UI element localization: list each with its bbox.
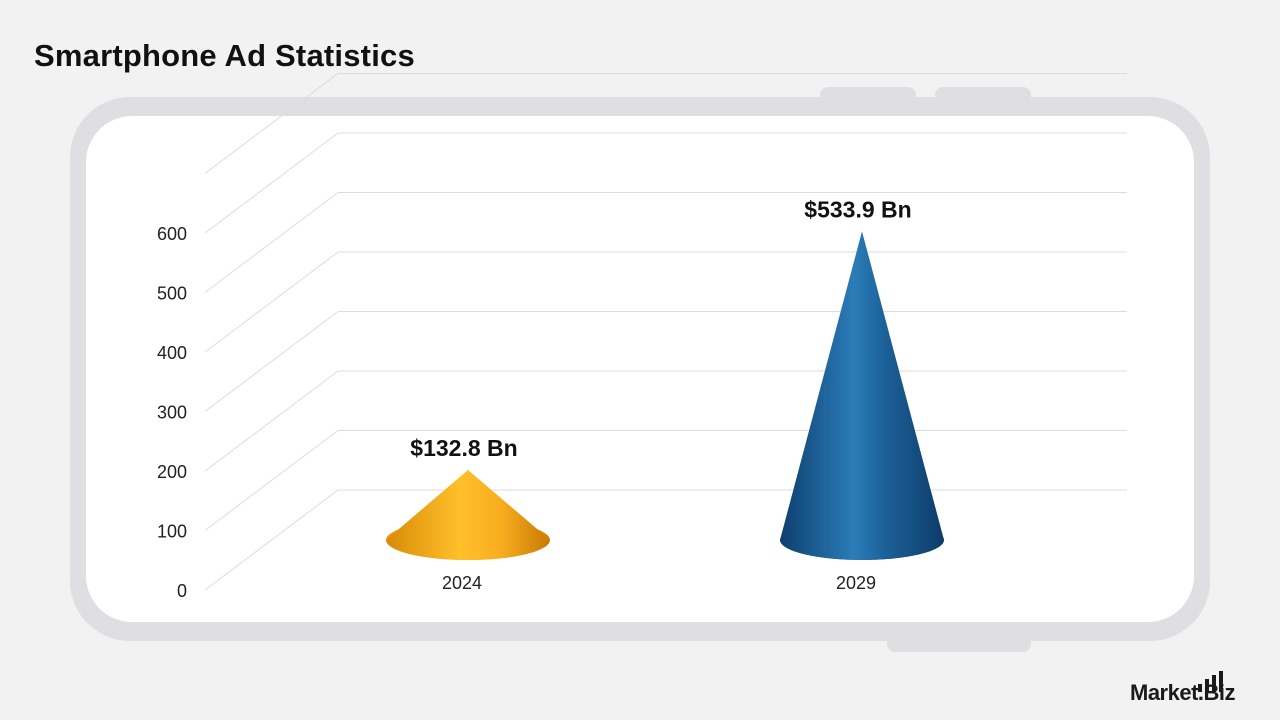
y-tick-label: 100 bbox=[157, 522, 187, 542]
cone-2029 bbox=[780, 231, 944, 560]
gridline-depth-top bbox=[204, 73, 339, 174]
logo-text: Market.Biz bbox=[1130, 680, 1236, 705]
gridline-depth-600 bbox=[204, 132, 339, 234]
y-tick-label: 0 bbox=[177, 581, 187, 601]
bar-chart-logo-icon bbox=[1198, 671, 1223, 692]
cone-body bbox=[780, 231, 944, 560]
marketbiz-logo: Market.Biz bbox=[1130, 668, 1260, 708]
phone-button-top-right bbox=[935, 87, 1031, 103]
y-tick-label: 300 bbox=[157, 403, 187, 423]
gridline-depth-100 bbox=[204, 430, 339, 531]
cone-2024 bbox=[386, 469, 550, 560]
cone-body bbox=[386, 469, 550, 560]
phone-button-bottom bbox=[887, 632, 1031, 652]
gridline-depth-0 bbox=[204, 489, 339, 591]
gridline-depth-200 bbox=[204, 370, 339, 472]
data-label: $533.9 Bn bbox=[804, 196, 911, 222]
page-title: Smartphone Ad Statistics bbox=[34, 38, 415, 73]
x-tick-label: 2029 bbox=[836, 573, 876, 593]
phone-button-top-left bbox=[820, 87, 916, 103]
y-tick-label: 500 bbox=[157, 284, 187, 304]
x-tick-label: 2024 bbox=[442, 573, 482, 593]
data-label: $132.8 Bn bbox=[410, 435, 517, 461]
phone-screen bbox=[86, 116, 1194, 622]
y-tick-label: 200 bbox=[157, 462, 187, 482]
gridline-depth-500 bbox=[204, 192, 339, 293]
gridline-depth-400 bbox=[204, 251, 339, 353]
gridline-depth-300 bbox=[204, 311, 339, 412]
y-tick-label: 400 bbox=[157, 343, 187, 363]
y-tick-label: 600 bbox=[157, 224, 187, 244]
